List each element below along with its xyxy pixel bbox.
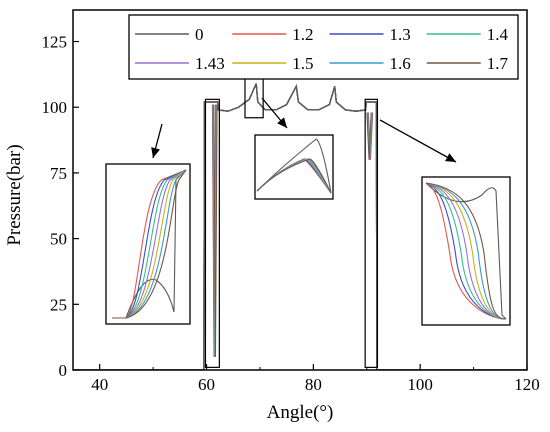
x-tick-label: 60 [198, 375, 215, 394]
zoom-arrow-head [445, 153, 456, 162]
y-tick-label: 50 [50, 230, 67, 249]
dip-left-1.7 [213, 104, 218, 357]
pressure-curves [73, 83, 527, 370]
inset-curve-1.43 [425, 182, 507, 320]
series-line-0 [73, 83, 527, 370]
inset-curve-0 [256, 138, 332, 194]
legend-label: 1.7 [487, 54, 509, 73]
inset-curve-1.7 [112, 169, 187, 319]
legend-label: 0 [195, 25, 204, 44]
inset-curve-1.4 [112, 169, 187, 319]
legend-label: 1.5 [292, 54, 313, 73]
legend-label: 1.3 [390, 25, 411, 44]
y-tick-label: 0 [59, 361, 68, 380]
x-tick-label: 80 [305, 375, 322, 394]
legend-label: 1.43 [195, 54, 225, 73]
inset-curve-1.6 [425, 182, 507, 320]
legend: 0 1.2 1.3 1.4 1.43 1.5 1.6 1.7 [128, 14, 519, 80]
x-axis-title: Angle(°) [267, 402, 334, 423]
zoom-insets [105, 77, 511, 368]
x-tick-label: 40 [91, 375, 108, 394]
y-axis-title: Pressure(bar) [4, 144, 25, 245]
inset-curve-1.5 [425, 182, 507, 320]
inset-curve-1.43 [112, 169, 187, 319]
inset-curve-1.2 [112, 169, 187, 319]
inset-curve-1.7 [425, 182, 507, 320]
inset-curve-1.5 [112, 169, 187, 319]
zoom-arrow-head [151, 147, 160, 158]
legend-label: 1.2 [292, 25, 313, 44]
inset-curve-1.7 [256, 158, 332, 194]
x-tick-label: 100 [407, 375, 433, 394]
y-tick-label: 25 [50, 295, 67, 314]
legend-label: 1.6 [390, 54, 411, 73]
zoom-inset-frame [254, 134, 334, 200]
zoom-source-box [204, 98, 220, 368]
zoom-arrow [379, 119, 457, 163]
dip-right-1.7 [366, 112, 372, 160]
x-tick-label: 120 [514, 375, 540, 394]
legend-label: 1.4 [487, 25, 509, 44]
y-tick-label: 75 [50, 164, 67, 183]
axis-ticks: 40 60 80 100 120 0 25 50 75 100 125 [42, 33, 540, 394]
zoom-source-box [364, 98, 379, 368]
legend-box [128, 14, 519, 80]
zoom-source-box [244, 77, 264, 119]
inset-curve-1.3 [112, 169, 187, 319]
y-tick-label: 125 [42, 33, 68, 52]
y-tick-label: 100 [42, 98, 68, 117]
plot-frame [72, 9, 528, 371]
inset-curve-1.4 [425, 182, 507, 320]
zoom-arrow-head [277, 117, 287, 128]
